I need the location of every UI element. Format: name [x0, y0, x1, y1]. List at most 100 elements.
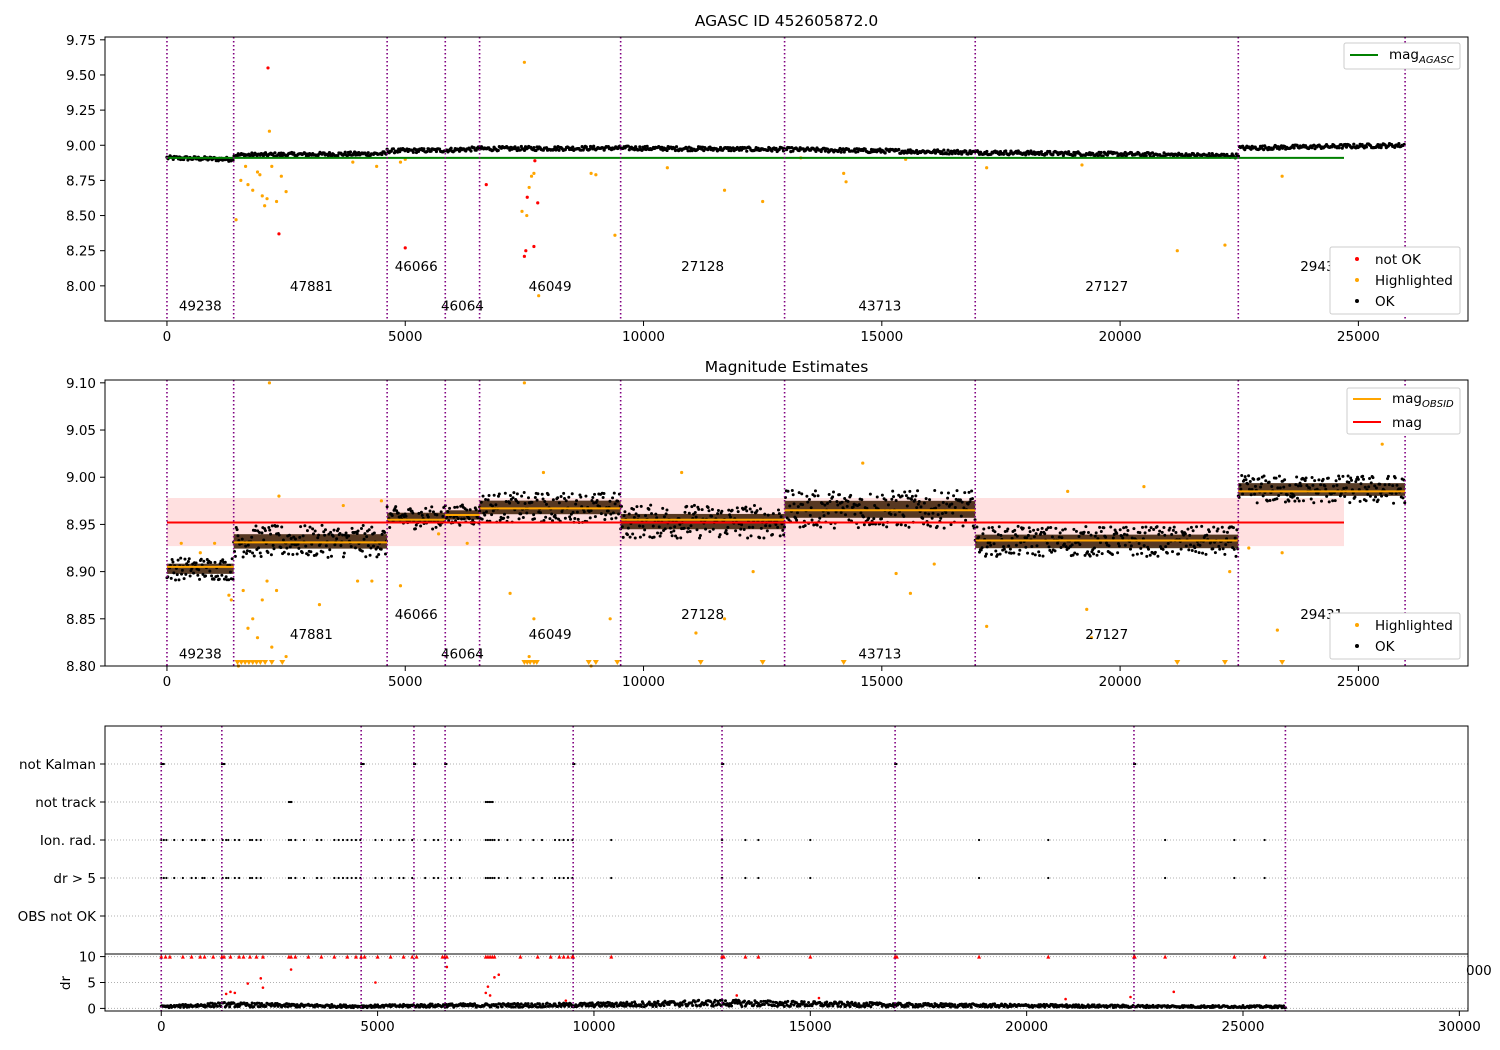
p2-ok-point [1366, 492, 1370, 496]
p2-ok-point [813, 494, 817, 498]
p2-ok-point [1207, 530, 1211, 534]
p2-ok-point [1257, 477, 1261, 481]
p2-ok-point [1083, 553, 1087, 557]
p2-ok-point [1172, 525, 1176, 529]
p2-ok-point [999, 533, 1003, 537]
p2-ok-point [212, 577, 216, 581]
p2-ok-point [739, 527, 743, 531]
p2-ok-point [599, 512, 603, 516]
p2-ok-point [904, 523, 908, 527]
flag-point [398, 876, 401, 880]
dr-xtick-label: 20000 [1005, 1019, 1048, 1035]
p1-ok-point [1002, 152, 1006, 156]
p2-ok-point [1129, 544, 1133, 548]
p1-obsid-label: 47881 [290, 279, 333, 295]
p2-ok-point [758, 536, 762, 540]
p2-ok-point [1170, 532, 1174, 536]
p2-ok-point [1111, 536, 1115, 540]
dr-ytick-label: 10 [79, 950, 96, 966]
p1-highlighted-point [255, 170, 260, 174]
dr-capped-marker [535, 954, 540, 959]
p2-ok-point [550, 512, 554, 516]
p2-ok-point [835, 500, 839, 504]
flag-point [251, 876, 254, 880]
p2-ok-point [1130, 536, 1134, 540]
p2-ok-point [1349, 476, 1353, 480]
p2-ok-point [262, 538, 266, 542]
legend-label-mag-agasc: magAGASC [1389, 47, 1454, 66]
p2-ok-point [685, 504, 689, 508]
flag-point [744, 876, 747, 880]
dr-ok-point [749, 1001, 753, 1005]
p2-ok-point [1147, 528, 1151, 532]
p2-ok-point [481, 494, 485, 498]
flag-point [757, 838, 760, 842]
p2-ok-point [958, 498, 962, 502]
p2-ok-point [916, 502, 920, 506]
p2-ok-point [665, 508, 669, 512]
p2-ok-point [683, 510, 687, 514]
p2-ok-point [975, 525, 979, 529]
flag-point [333, 838, 336, 842]
p2-ok-point [808, 513, 812, 517]
p2-ytick-label: 9.10 [66, 376, 96, 392]
p1-xtick-label: 25000 [1337, 329, 1380, 345]
p2-ok-point [480, 517, 484, 521]
p2-ok-point [1225, 530, 1229, 534]
flag-point [484, 800, 487, 804]
p1-ok-point [825, 147, 830, 151]
p2-ok-point [1213, 551, 1217, 555]
dr-ok-point [762, 1003, 766, 1007]
p2-ok-point [260, 531, 264, 535]
p2-ok-point [563, 516, 567, 520]
p2-ok-point [1346, 474, 1350, 478]
p2-ok-point [1077, 534, 1081, 538]
legend-mag-obsid: mag [1392, 391, 1422, 407]
p1-not-ok-point [277, 232, 281, 236]
flag-point [374, 876, 377, 880]
dr-capped-marker [388, 954, 393, 959]
p2-ok-point [333, 543, 337, 547]
p2-ok-point [553, 513, 557, 517]
p2-ok-point [602, 491, 606, 495]
p2-ok-point [1231, 526, 1235, 530]
p2-ok-point [1050, 550, 1054, 554]
p1-ok-point [336, 154, 340, 158]
p2-highlighted-point [751, 570, 755, 574]
p2-ok-point [621, 535, 625, 539]
p2-ok-point [668, 526, 672, 530]
p2-ok-point [408, 507, 412, 511]
p2-ok-point [515, 492, 519, 496]
dr-capped-marker [1262, 954, 1267, 959]
p2-ok-point [376, 545, 380, 549]
p2-ok-point [798, 525, 802, 529]
p1-ok-point [411, 150, 415, 154]
p2-ok-point [698, 536, 702, 540]
p2-ok-point [395, 509, 399, 513]
p2-highlighted-point [932, 562, 936, 566]
legend-label-ok: OK [1375, 294, 1396, 310]
flag-label: not track [35, 795, 96, 811]
p2-ok-point [491, 509, 495, 513]
flag-point [255, 838, 258, 842]
p2-ok-point [1298, 481, 1302, 485]
p2-ok-point [813, 489, 817, 493]
p2-ok-point [682, 526, 686, 530]
p2-ok-point [738, 533, 742, 537]
p2-ok-point [310, 542, 314, 546]
p2-ok-point [494, 503, 498, 507]
p2-ok-point [704, 527, 708, 531]
flag-point [162, 762, 165, 766]
p1-ok-point [469, 149, 473, 153]
p2-ok-point [216, 574, 220, 578]
flag-label: OBS not OK [18, 909, 98, 925]
flag-point [173, 838, 176, 842]
p2-ok-point [1163, 533, 1167, 537]
p2-ok-point [1032, 535, 1036, 539]
p2-ok-point [323, 533, 327, 537]
p2-ok-point [894, 498, 898, 502]
p2-ok-point [1353, 495, 1357, 499]
p2-ok-point [1135, 552, 1139, 556]
p2-ok-point [592, 501, 596, 505]
flag-point [346, 838, 349, 842]
